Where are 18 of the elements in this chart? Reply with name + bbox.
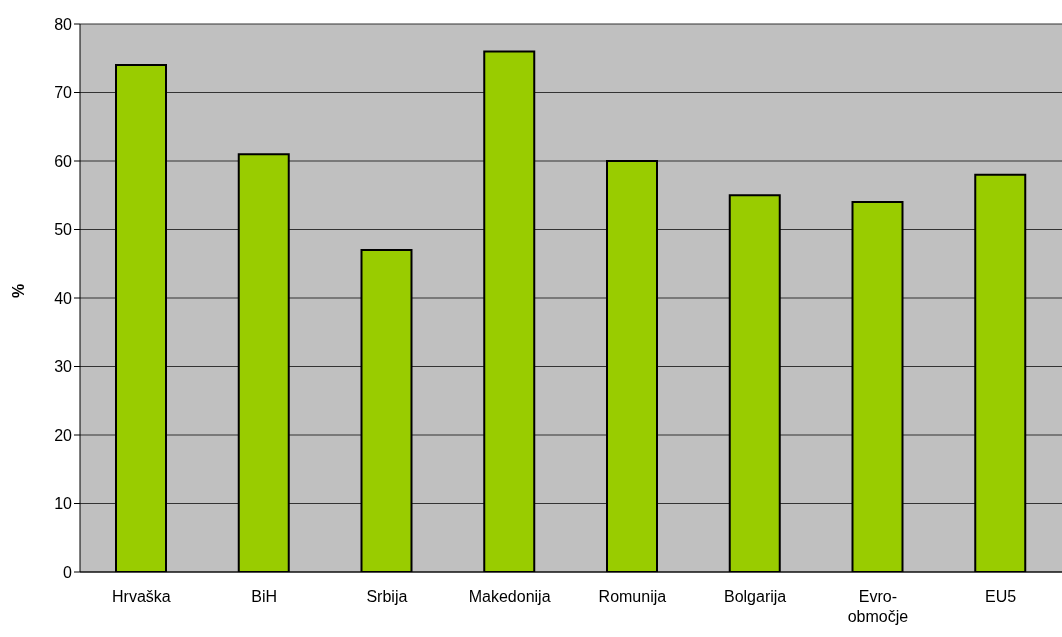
x-tick-label: Makedonija	[468, 588, 551, 605]
x-tick-label: BiH	[251, 588, 278, 605]
y-tick-label: 70	[54, 84, 73, 102]
y-tick-label: 20	[54, 426, 73, 444]
x-tick-label: Evro-območje	[847, 588, 909, 625]
x-tick-label: Romunija	[598, 588, 667, 605]
y-tick-label: 40	[54, 289, 73, 307]
x-tick-label: EU5	[985, 588, 1017, 605]
y-tick-label: 30	[54, 358, 73, 376]
y-tick-label: 60	[54, 152, 73, 170]
y-tick-label: 80	[54, 15, 73, 33]
y-tick-label: 10	[54, 495, 73, 513]
y-tick-label: 0	[63, 563, 73, 581]
y-axis-title: %	[9, 283, 27, 298]
y-tick-label: 50	[54, 221, 73, 239]
x-tick-label: Bolgarija	[723, 588, 787, 605]
x-tick-label: Hrvaška	[112, 588, 171, 605]
x-tick-label: Srbija	[366, 588, 408, 605]
